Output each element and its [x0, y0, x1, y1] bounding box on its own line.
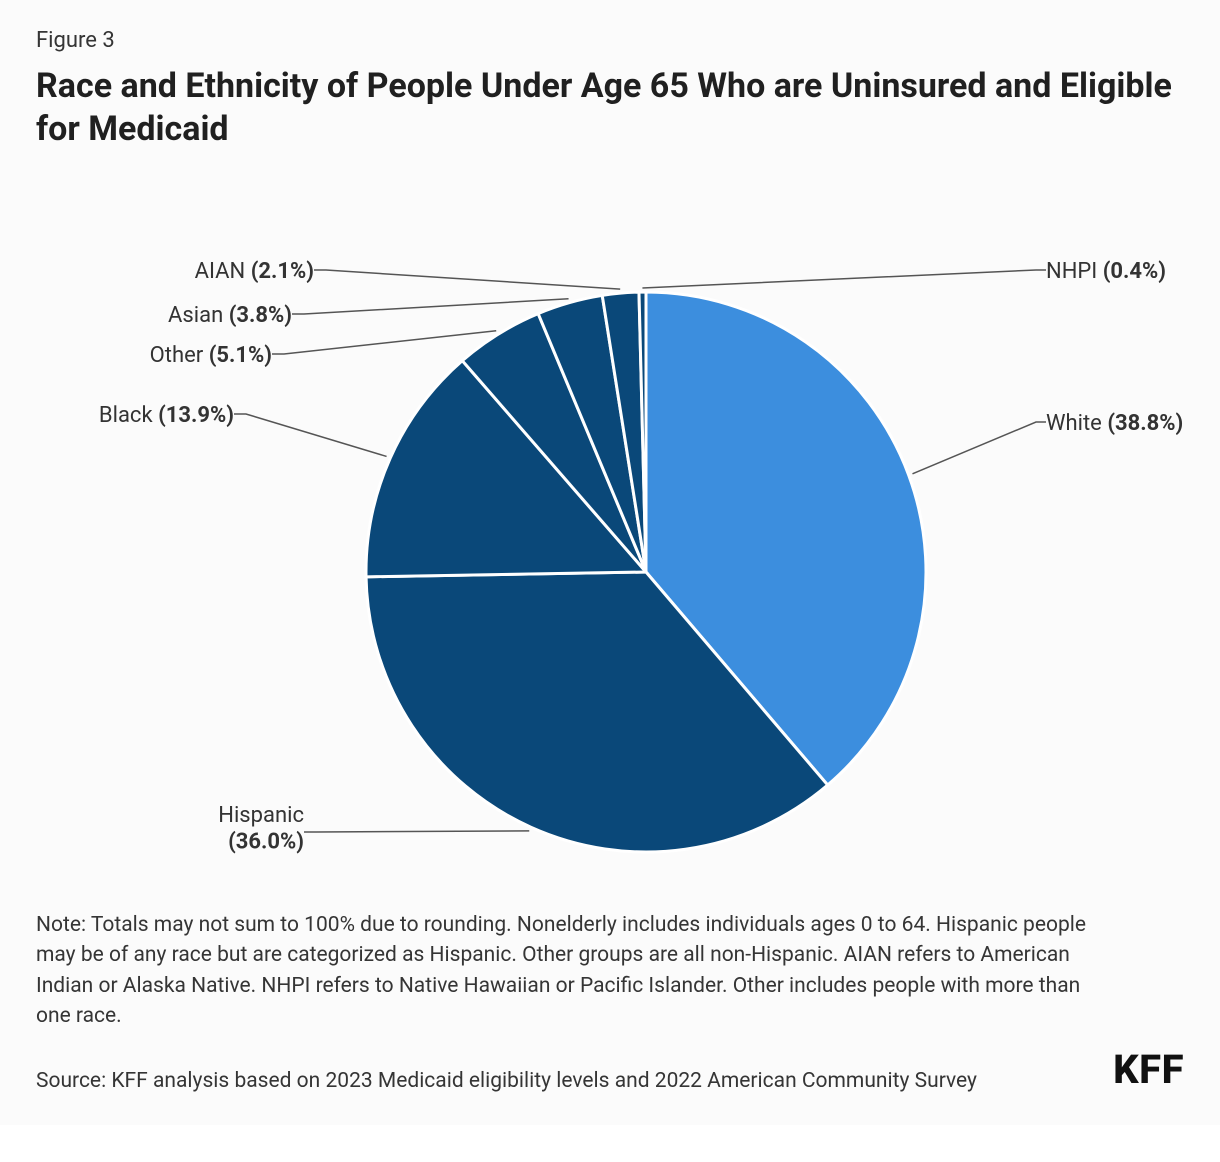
slice-label: Hispanic(36.0%) — [218, 803, 304, 854]
leader-line — [304, 831, 529, 832]
figure-label: Figure 3 — [36, 28, 1184, 53]
slice-label: AIAN (2.1%) — [195, 259, 314, 284]
figure-note: Note: Totals may not sum to 100% due to … — [36, 910, 1086, 1032]
figure-title: Race and Ethnicity of People Under Age 6… — [36, 65, 1176, 150]
pie-chart: White (38.8%) Hispanic(36.0%) Black (13.9%… — [36, 172, 1184, 892]
leader-line — [272, 331, 496, 354]
slice-label: NHPI (0.4%) — [1046, 259, 1166, 284]
leader-line — [234, 414, 387, 456]
slice-label: Black (13.9%) — [99, 403, 234, 428]
figure-container: Figure 3 Race and Ethnicity of People Un… — [0, 0, 1220, 1125]
slice-label: Other (5.1%) — [150, 343, 272, 368]
source-row: Source: KFF analysis based on 2023 Medic… — [36, 1046, 1184, 1097]
leader-line — [642, 270, 1046, 288]
slice-label: White (38.8%) — [1046, 411, 1183, 436]
leader-line — [912, 422, 1046, 474]
slice-label: Asian (3.8%) — [168, 303, 292, 328]
leader-line — [314, 270, 620, 289]
kff-logo: KFF — [1113, 1046, 1184, 1097]
figure-source: Source: KFF analysis based on 2023 Medic… — [36, 1066, 977, 1096]
leader-line — [292, 299, 569, 314]
